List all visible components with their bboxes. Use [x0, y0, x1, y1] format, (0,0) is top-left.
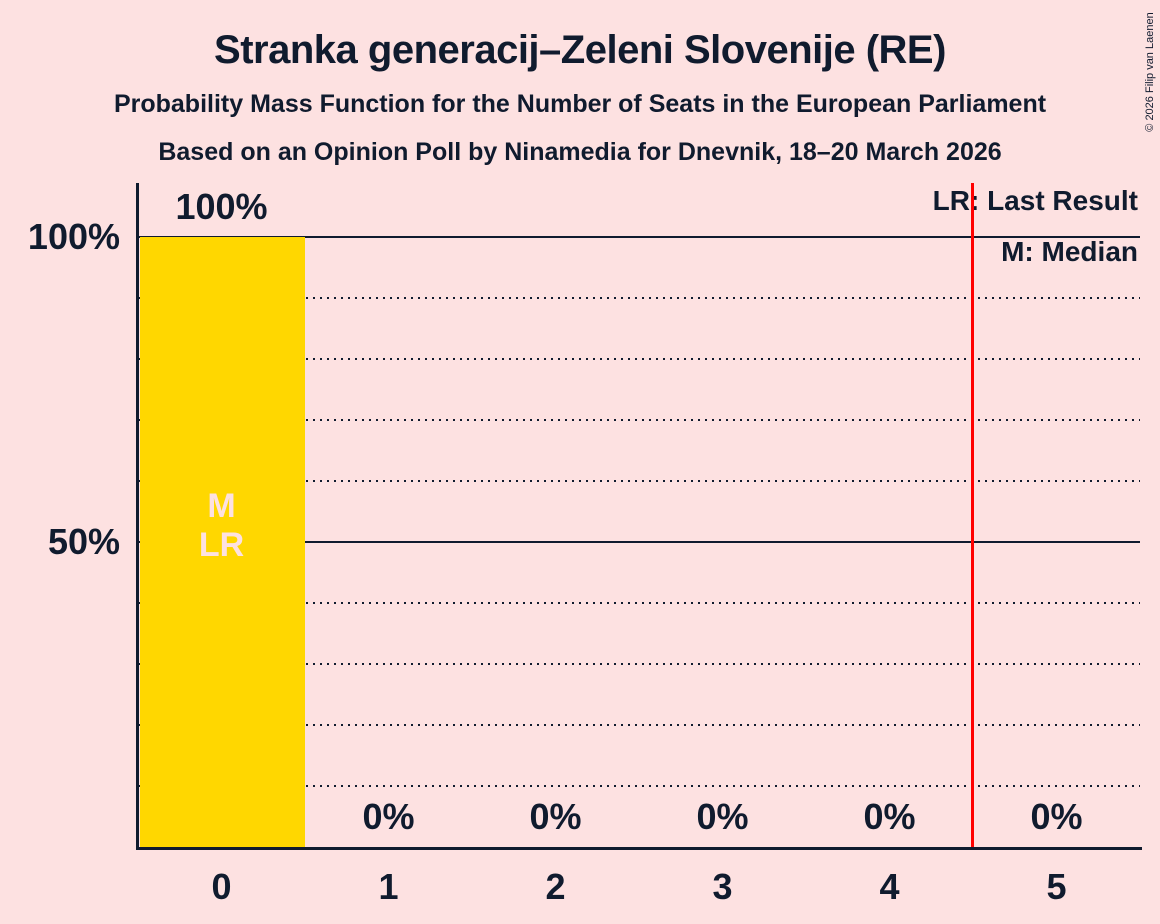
gridline-dotted-60pct	[138, 480, 1140, 482]
bar-value-label-seat-1: 0%	[362, 796, 415, 837]
last-result-vertical-line	[971, 183, 974, 847]
bar-seat-0	[140, 237, 305, 847]
x-axis-tick-0: 0	[211, 866, 232, 907]
x-axis-tick-4: 4	[879, 866, 900, 907]
legend-median: M: Median	[1001, 236, 1138, 267]
chart-source-line: Based on an Opinion Poll by Ninamedia fo…	[158, 138, 1002, 166]
gridline-dotted-20pct	[138, 724, 1140, 726]
gridline-dotted-70pct	[138, 419, 1140, 421]
x-axis-line	[136, 847, 1142, 850]
annotation-line-m: M	[207, 487, 236, 525]
copyright-notice: © 2026 Filip van Laenen	[1144, 12, 1156, 132]
x-axis-tick-3: 3	[712, 866, 733, 907]
gridline-solid-100pct	[138, 236, 1140, 238]
gridline-dotted-40pct	[138, 602, 1140, 604]
bar-value-label-seat-5: 0%	[1030, 796, 1083, 837]
bar-value-label-seat-0: 100%	[175, 186, 268, 227]
annotation-line-lr: LR	[198, 526, 245, 564]
gridline-dotted-30pct	[138, 663, 1140, 665]
bar-value-label-seat-3: 0%	[696, 796, 749, 837]
gridline-solid-50pct	[138, 541, 1140, 543]
y-axis-tick-50: 50%	[47, 521, 120, 562]
y-axis-tick-100: 100%	[27, 216, 120, 257]
chart-subtitle: Probability Mass Function for the Number…	[113, 90, 1047, 118]
page-title: Stranka generacij–Zeleni Slovenije (RE)	[214, 28, 946, 72]
legend-last-result: LR: Last Result	[932, 185, 1138, 216]
y-axis-line	[136, 183, 139, 850]
plot-area: 100% 0 0% 1 0% 2 0% 3 0% 4 0% 5 M LR	[138, 183, 1140, 907]
gridline-dotted-10pct	[138, 785, 1140, 787]
x-axis-tick-2: 2	[545, 866, 566, 907]
bar-value-label-seat-2: 0%	[529, 796, 582, 837]
median-last-result-marker: M LR	[138, 487, 305, 565]
x-axis-tick-1: 1	[378, 866, 399, 907]
gridline-dotted-90pct	[138, 297, 1140, 299]
x-axis-tick-5: 5	[1046, 866, 1067, 907]
gridline-dotted-80pct	[138, 358, 1140, 360]
bar-value-label-seat-4: 0%	[863, 796, 916, 837]
